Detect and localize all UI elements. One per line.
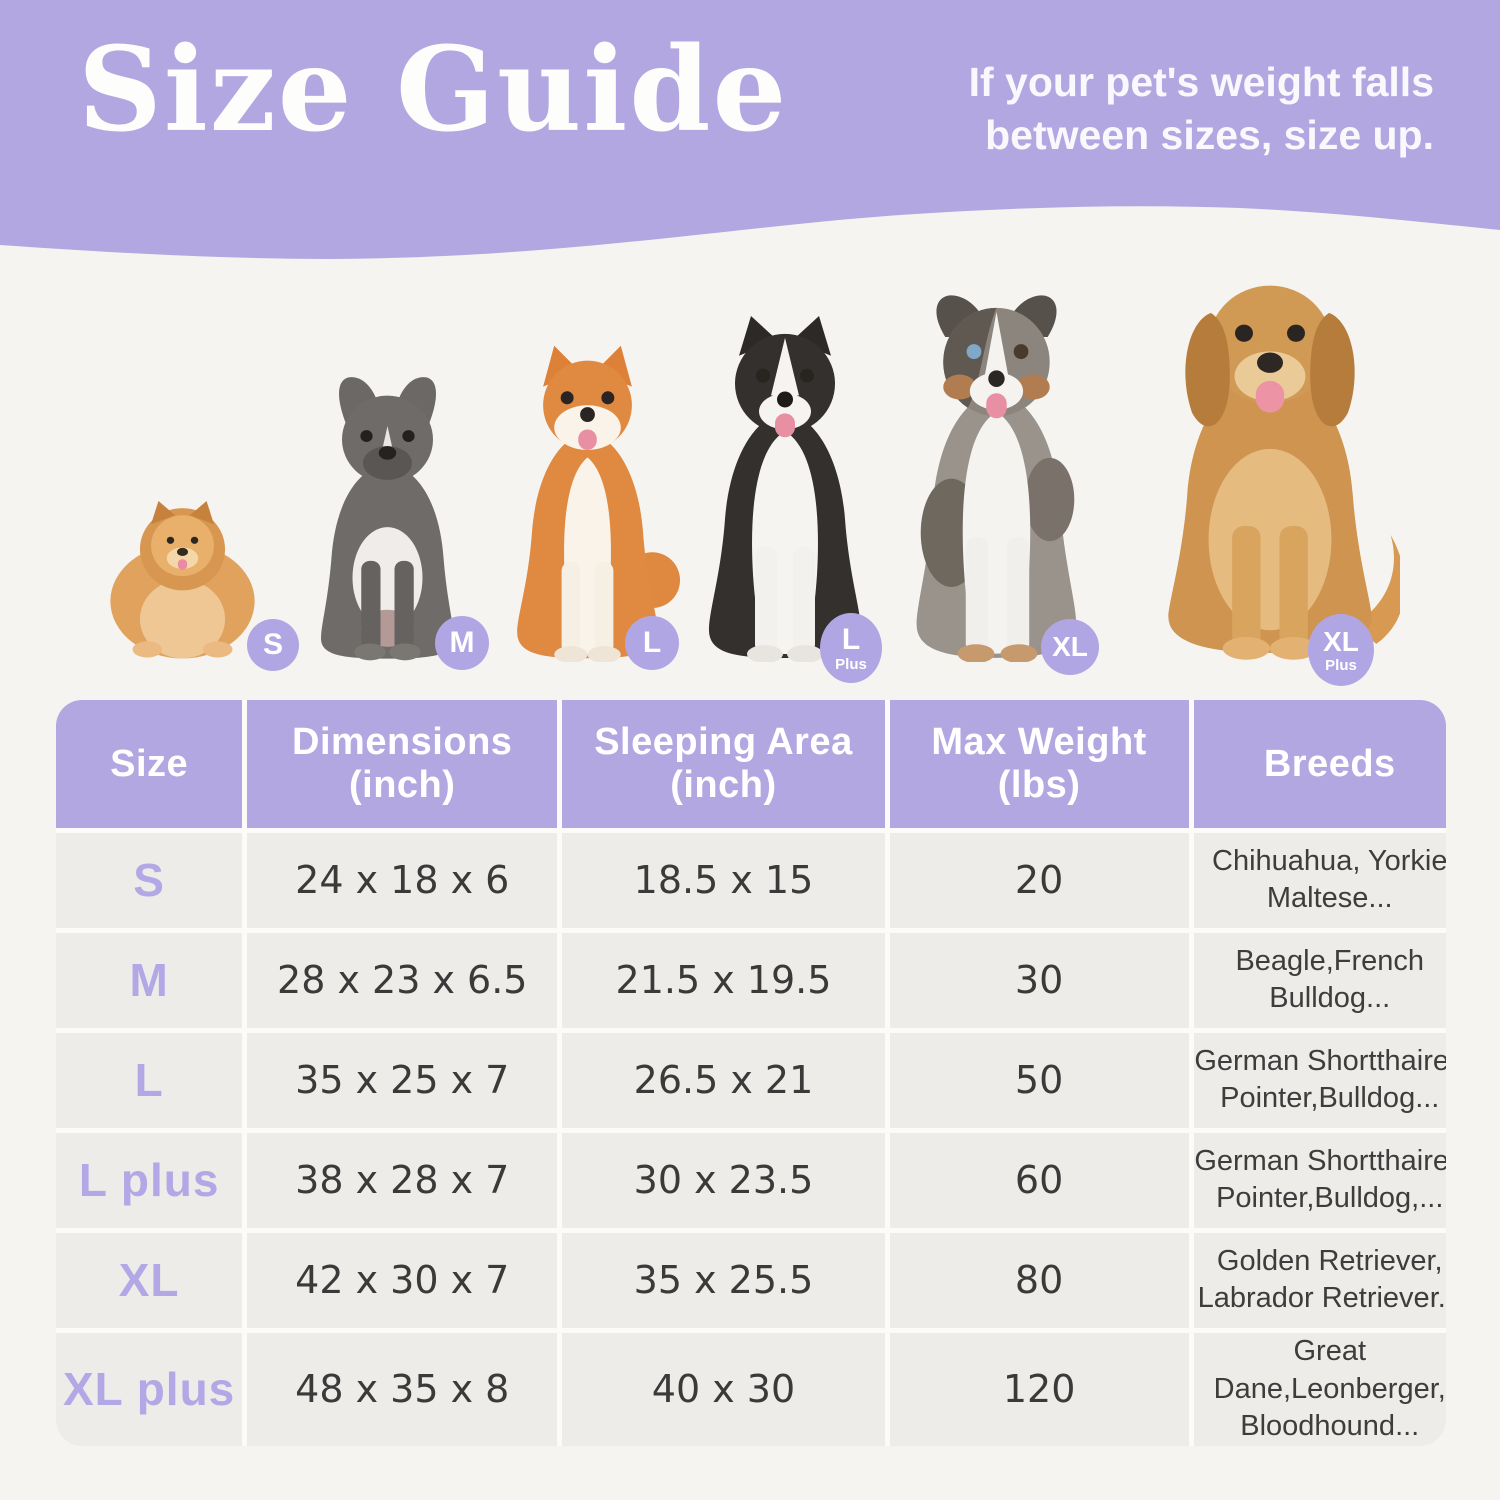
- column-header-size: Size: [56, 700, 243, 828]
- table-cell-max-weight: 60: [889, 1132, 1189, 1228]
- table-cell-sleeping-area: 26.5 x 21: [562, 1032, 885, 1128]
- table-cell-sleeping-area: 18.5 x 15: [562, 833, 885, 928]
- column-header-max-weight: Max Weight (lbs): [889, 700, 1189, 828]
- table-cell-max-weight: 20: [889, 833, 1189, 928]
- french-bulldog-dog-photo: [300, 372, 475, 662]
- table-cell-breeds: Chihuahua, Yorkie Maltese...: [1193, 833, 1446, 928]
- size-badge-sublabel: Plus: [1325, 656, 1357, 674]
- table-cell-size: XL: [56, 1232, 243, 1328]
- page-title: Size Guide: [78, 22, 789, 158]
- table-cell-breeds: Golden Retriever, Labrador Retriever...: [1193, 1232, 1446, 1328]
- table-cell-breeds: Great Dane,Leonberger, Bloodhound...: [1193, 1332, 1446, 1446]
- table-cell-sleeping-area: 30 x 23.5: [562, 1132, 885, 1228]
- border-collie-dog-photo: [685, 312, 885, 662]
- table-cell-size: L plus: [56, 1132, 243, 1228]
- size-badge-l-plus: L Plus: [820, 613, 882, 683]
- table-cell-dimensions: 48 x 35 x 8: [247, 1332, 558, 1446]
- shiba-inu-dog-photo: [495, 342, 680, 662]
- table-cell-size: XL plus: [56, 1332, 243, 1446]
- header-wave-background: [0, 0, 1500, 259]
- size-badge-label: M: [449, 626, 475, 659]
- size-badge-xl-plus: XL Plus: [1308, 614, 1374, 686]
- table-cell-size: S: [56, 833, 243, 928]
- table-cell-max-weight: 30: [889, 932, 1189, 1028]
- australian-shepherd-dog-photo: [890, 287, 1105, 662]
- size-badge-sublabel: Plus: [835, 655, 867, 673]
- column-header-breeds: Breeds: [1193, 700, 1446, 828]
- column-header-dimensions: Dimensions (inch): [247, 700, 558, 828]
- table-cell-dimensions: 24 x 18 x 6: [247, 833, 558, 928]
- table-cell-sleeping-area: 21.5 x 19.5: [562, 932, 885, 1028]
- size-badge-label: XL: [1323, 625, 1359, 657]
- table-cell-sleeping-area: 40 x 30: [562, 1332, 885, 1446]
- size-badge-m: M: [435, 616, 489, 670]
- table-cell-dimensions: 28 x 23 x 6.5: [247, 932, 558, 1028]
- size-table: Size Dimensions (inch) Sleeping Area (in…: [56, 700, 1446, 1446]
- table-cell-breeds: Beagle,French Bulldog...: [1193, 932, 1446, 1028]
- table-cell-dimensions: 42 x 30 x 7: [247, 1232, 558, 1328]
- size-badge-xl: XL: [1041, 619, 1099, 675]
- table-cell-breeds: German Shortthaired Pointer,Bulldog,...: [1193, 1132, 1446, 1228]
- size-badge-s: S: [247, 619, 299, 671]
- column-header-sleeping-area: Sleeping Area (inch): [562, 700, 885, 828]
- header-note: If your pet's weight falls between sizes…: [968, 59, 1434, 159]
- size-badge-l: L: [625, 616, 679, 670]
- size-badge-label: L: [841, 622, 861, 656]
- table-cell-dimensions: 35 x 25 x 7: [247, 1032, 558, 1128]
- size-badge-label: L: [642, 626, 662, 659]
- table-cell-max-weight: 80: [889, 1232, 1189, 1328]
- size-badge-label: S: [262, 628, 283, 661]
- table-cell-max-weight: 50: [889, 1032, 1189, 1128]
- table-cell-dimensions: 38 x 28 x 7: [247, 1132, 558, 1228]
- table-cell-max-weight: 120: [889, 1332, 1189, 1446]
- golden-retriever-dog-photo: [1140, 272, 1400, 662]
- table-cell-sleeping-area: 35 x 25.5: [562, 1232, 885, 1328]
- pomeranian-dog-photo: [90, 492, 275, 662]
- size-badge-label: XL: [1052, 631, 1088, 662]
- table-cell-size: M: [56, 932, 243, 1028]
- table-cell-breeds: German Shortthaired Pointer,Bulldog...: [1193, 1032, 1446, 1128]
- table-cell-size: L: [56, 1032, 243, 1128]
